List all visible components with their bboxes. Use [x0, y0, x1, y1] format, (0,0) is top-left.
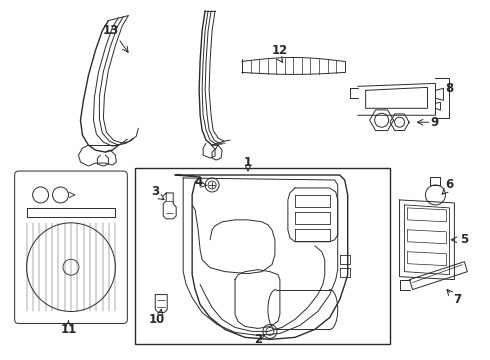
Text: 8: 8 [445, 82, 454, 95]
Text: 6: 6 [445, 179, 454, 192]
Text: 13: 13 [102, 24, 119, 37]
Text: 12: 12 [272, 44, 288, 57]
Text: 11: 11 [60, 323, 76, 336]
Bar [135, 168, 390, 345]
Text: 4: 4 [194, 176, 202, 189]
Text: 3: 3 [151, 185, 159, 198]
Text: 9: 9 [430, 116, 439, 129]
Text: 10: 10 [149, 313, 165, 326]
Text: 1: 1 [244, 156, 252, 168]
Text: 5: 5 [460, 233, 468, 246]
Text: 2: 2 [254, 333, 262, 346]
Text: 7: 7 [453, 293, 462, 306]
